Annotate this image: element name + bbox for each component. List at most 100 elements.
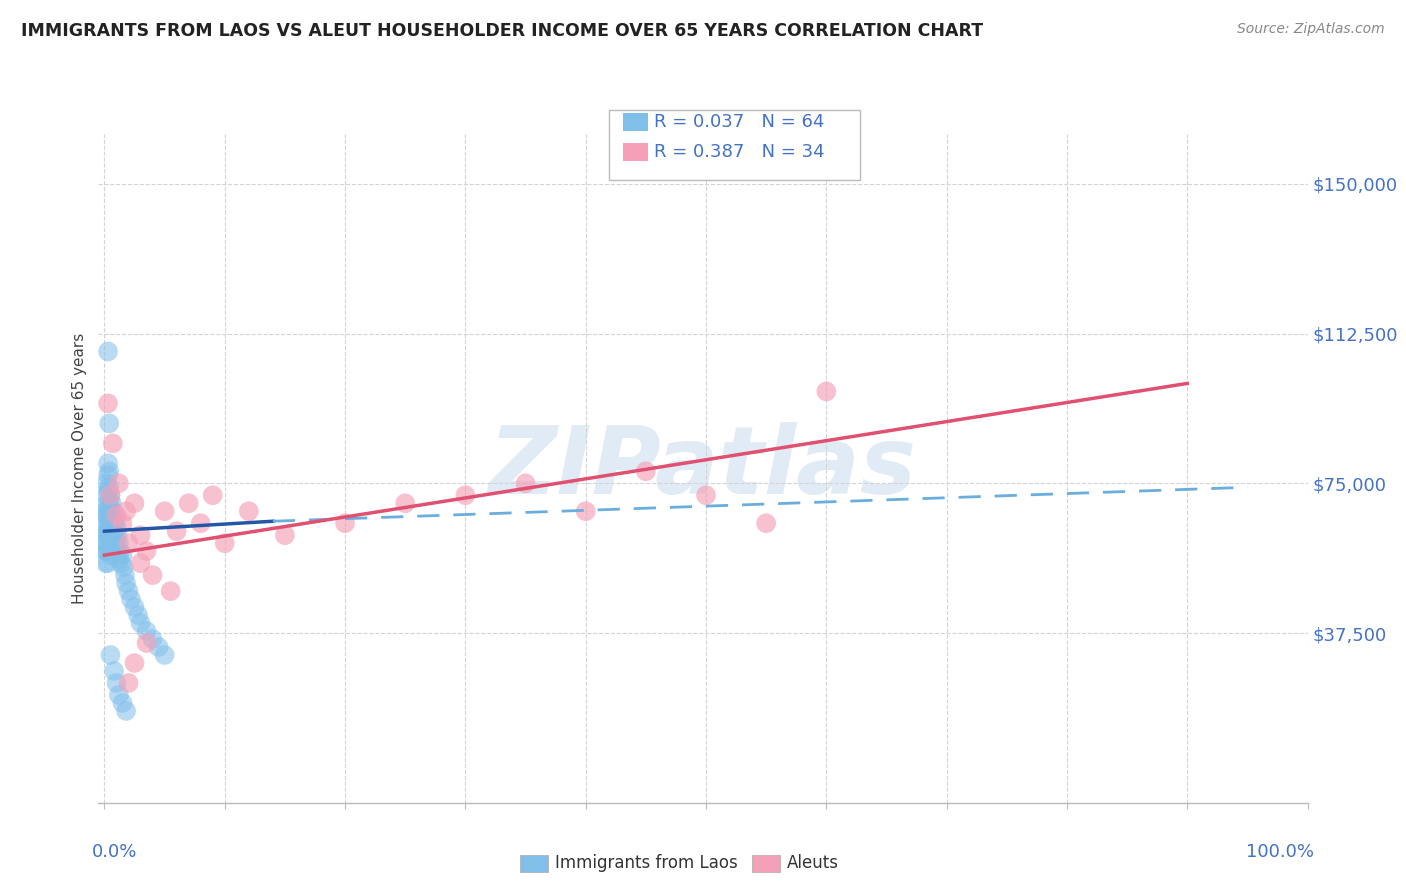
Point [97, 504, 120, 518]
Point [177, 496, 200, 510]
Point [100, 488, 122, 502]
Point [454, 488, 477, 502]
Point [97, 456, 120, 470]
Point [148, 640, 170, 654]
Point [120, 592, 142, 607]
Point [394, 496, 416, 510]
Point [111, 516, 134, 531]
Point [142, 632, 165, 646]
Point [135, 544, 157, 558]
Point [103, 540, 125, 554]
Point [98, 496, 121, 510]
Text: Immigrants from Laos: Immigrants from Laos [555, 855, 738, 872]
Point [124, 496, 146, 510]
Point [124, 656, 146, 670]
Point [98, 528, 121, 542]
Point [142, 568, 165, 582]
Point [110, 556, 132, 570]
Point [108, 544, 131, 558]
Point [97, 484, 120, 499]
Text: R = 0.387   N = 34: R = 0.387 N = 34 [654, 143, 824, 161]
Point [575, 504, 598, 518]
Point [97, 556, 120, 570]
Point [100, 512, 122, 526]
Point [634, 464, 657, 478]
Point [101, 516, 124, 531]
Point [97, 544, 120, 558]
Text: ZIPatlas: ZIPatlas [489, 422, 917, 515]
Point [98, 417, 121, 431]
Point [815, 384, 838, 399]
Point [117, 676, 139, 690]
Point [115, 704, 138, 718]
Point [96, 524, 118, 539]
Point [94, 504, 117, 518]
Point [101, 532, 124, 546]
Point [96, 476, 118, 491]
Text: 0.0%: 0.0% [93, 843, 138, 861]
Point [115, 504, 138, 518]
Point [100, 488, 122, 502]
Point [105, 536, 128, 550]
Point [96, 544, 118, 558]
Point [105, 676, 128, 690]
Text: Source: ZipAtlas.com: Source: ZipAtlas.com [1237, 22, 1385, 37]
Point [117, 536, 139, 550]
Point [100, 544, 122, 558]
Point [129, 556, 152, 570]
Point [333, 516, 356, 531]
Point [101, 436, 124, 450]
Point [97, 516, 120, 531]
Point [112, 560, 135, 574]
Text: 100.0%: 100.0% [1246, 843, 1313, 861]
Point [97, 344, 120, 359]
Point [108, 476, 131, 491]
Point [96, 488, 118, 502]
Point [94, 528, 117, 542]
Y-axis label: Householder Income Over 65 years: Householder Income Over 65 years [72, 333, 87, 604]
Point [96, 508, 118, 523]
Point [100, 516, 122, 531]
Point [108, 688, 131, 702]
Point [129, 528, 152, 542]
Point [153, 504, 176, 518]
Point [166, 524, 188, 539]
Point [108, 552, 131, 566]
Point [153, 648, 176, 662]
Point [190, 516, 212, 531]
Point [94, 556, 117, 570]
Text: IMMIGRANTS FROM LAOS VS ALEUT HOUSEHOLDER INCOME OVER 65 YEARS CORRELATION CHART: IMMIGRANTS FROM LAOS VS ALEUT HOUSEHOLDE… [21, 22, 983, 40]
Point [101, 504, 124, 518]
Point [97, 528, 120, 542]
Point [105, 520, 128, 534]
Point [201, 488, 224, 502]
Point [100, 548, 122, 562]
Point [100, 524, 122, 539]
Point [97, 396, 120, 410]
Point [104, 516, 127, 531]
Point [98, 512, 121, 526]
Point [107, 528, 129, 542]
Point [135, 624, 157, 638]
Point [755, 516, 778, 531]
Point [274, 528, 297, 542]
Point [214, 536, 236, 550]
Text: Aleuts: Aleuts [787, 855, 839, 872]
Point [115, 576, 138, 591]
Point [100, 496, 122, 510]
Point [97, 468, 120, 483]
Point [117, 584, 139, 599]
Point [94, 544, 117, 558]
Point [103, 664, 125, 678]
Point [100, 648, 122, 662]
Point [103, 524, 125, 539]
Point [108, 536, 131, 550]
Point [111, 548, 134, 562]
Point [114, 568, 136, 582]
Point [695, 488, 717, 502]
Point [105, 508, 128, 523]
Point [135, 636, 157, 650]
Point [96, 496, 118, 510]
Point [515, 476, 537, 491]
Point [98, 464, 121, 478]
